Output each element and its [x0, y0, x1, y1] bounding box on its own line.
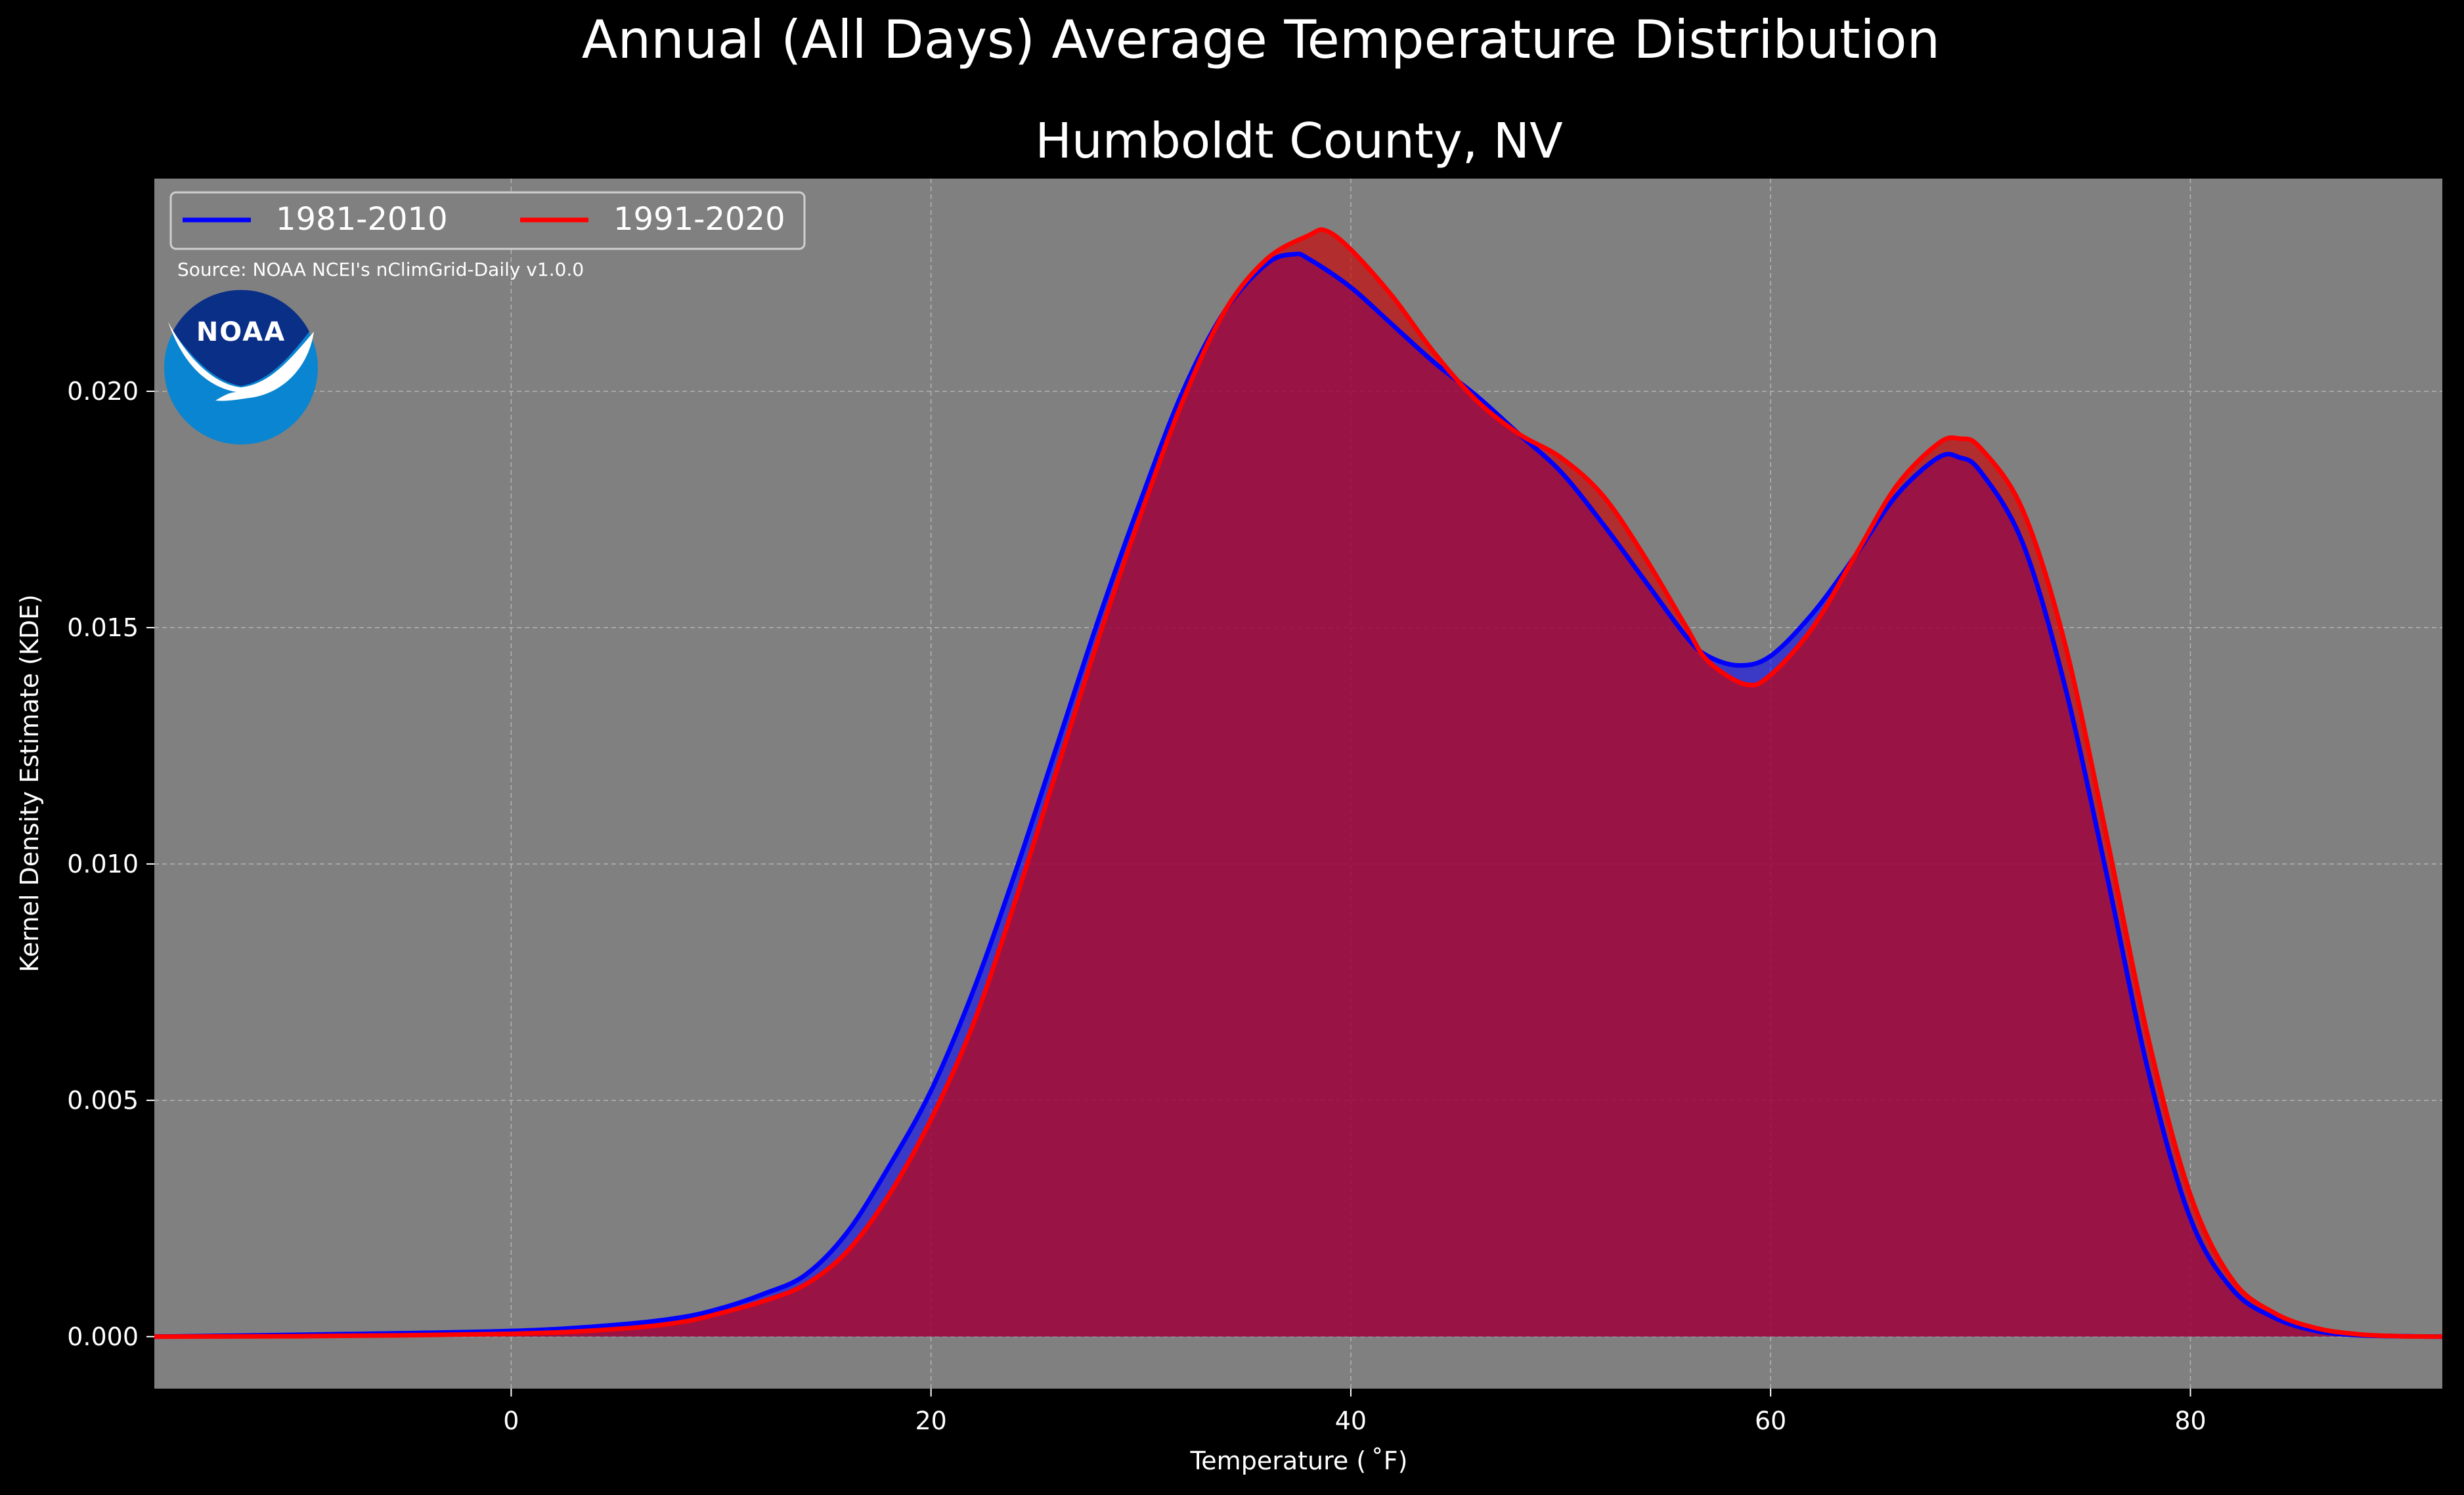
legend: 1981-2010 1991-2020 [169, 191, 806, 250]
x-axis-label: Temperature ( ˚F) [1190, 1446, 1408, 1475]
chart-title: Humboldt County, NV [1035, 113, 1563, 169]
y-tick-label: 0.005 [67, 1086, 139, 1115]
legend-label-1981-2010: 1981-2010 [276, 201, 448, 238]
chart-suptitle: Annual (All Days) Average Temperature Di… [582, 9, 1940, 70]
x-tick-label: 40 [1335, 1406, 1367, 1435]
y-tick-label: 0.015 [67, 613, 139, 642]
y-tick-label: 0.010 [67, 850, 139, 878]
source-note: Source: NOAA NCEI's nClimGrid-Daily v1.0… [177, 259, 584, 280]
kde-lines [154, 227, 2443, 1339]
x-tick-label: 0 [503, 1406, 519, 1435]
noaa-logo-text: NOAA [196, 317, 286, 347]
x-tick-label: 80 [2174, 1406, 2206, 1435]
area-1991-2020 [154, 229, 2442, 1337]
line-1991-2020 [154, 227, 2443, 1339]
x-axis: 0 20 40 60 80 [503, 1389, 2207, 1435]
y-tick-label: 0.000 [67, 1322, 139, 1351]
y-tick-label: 0.020 [67, 377, 139, 406]
noaa-seagull-icon [168, 322, 314, 401]
x-tick-label: 20 [915, 1406, 946, 1435]
legend-label-1991-2020: 1991-2020 [613, 201, 785, 238]
legend-frame [169, 191, 806, 250]
noaa-logo: NOAA [164, 290, 318, 444]
y-axis-label: Kernel Density Estimate (KDE) [15, 594, 44, 972]
y-axis: 0.000 0.005 0.010 0.015 0.020 [67, 377, 154, 1351]
x-tick-label: 60 [1755, 1406, 1786, 1435]
noaa-logo-upper-dome [173, 290, 309, 386]
kde-areas [154, 229, 2442, 1337]
